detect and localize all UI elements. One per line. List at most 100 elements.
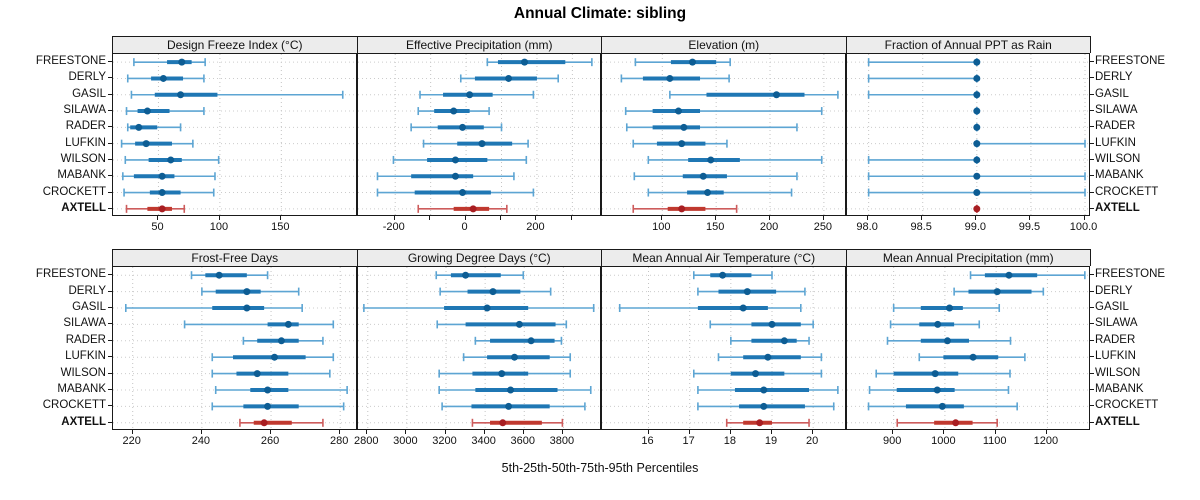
series-gasil	[602, 304, 845, 312]
median-dot	[764, 353, 772, 361]
series-gasil	[113, 90, 356, 99]
x-tick-label: 1000	[931, 435, 956, 447]
y-tick-right	[1090, 175, 1094, 177]
station-label-left: DERLY	[68, 71, 107, 84]
series-wilson	[602, 369, 845, 378]
x-tick-label: 250	[813, 221, 833, 233]
series-derly	[113, 74, 356, 83]
median-dot	[497, 370, 505, 378]
y-tick-right	[1090, 93, 1094, 95]
series-wilson	[113, 155, 356, 164]
median-dot	[159, 74, 167, 82]
series-crockett	[113, 188, 356, 197]
station-label-right: RADER	[1095, 333, 1136, 346]
median-dot	[678, 205, 686, 213]
y-tick-right	[1090, 274, 1094, 276]
series-freestone	[357, 58, 601, 67]
station-label-right: FREESTONE	[1095, 55, 1166, 68]
series-silawa	[846, 320, 1090, 329]
median-dot	[972, 189, 980, 197]
x-tick-label: 99.5	[1018, 221, 1041, 233]
x-tick	[200, 430, 202, 434]
median-dot	[465, 91, 473, 99]
gridlines	[892, 267, 1048, 429]
station-label-left: GASIL	[72, 301, 106, 313]
median-dot	[666, 74, 674, 82]
series-lufkin	[113, 353, 356, 362]
panel-header: Effective Precipitation (mm)	[356, 36, 602, 53]
series-lufkin	[602, 139, 845, 148]
series-rader	[357, 336, 601, 345]
series-mabank	[113, 172, 356, 181]
y-tick-left	[108, 77, 112, 79]
series-wilson	[357, 369, 601, 378]
median-dot	[243, 304, 251, 312]
station-label-left: CROCKETT	[42, 185, 106, 198]
station-label-left: LUFKIN	[65, 136, 106, 149]
y-tick-right	[1090, 290, 1094, 292]
series-freestone	[602, 271, 845, 280]
median-dot	[752, 370, 760, 378]
series-wilson	[846, 155, 1090, 164]
chart-title: Annual Climate: sibling	[513, 5, 687, 22]
series-mabank	[846, 172, 1090, 181]
median-dot	[135, 123, 143, 131]
median-dot	[993, 288, 1001, 296]
series-axtell	[357, 204, 601, 213]
x-tick-label: 98.0	[856, 221, 878, 233]
y-tick-left	[108, 175, 112, 177]
median-dot	[972, 140, 980, 148]
x-tick	[464, 216, 466, 220]
x-tick	[729, 430, 731, 434]
station-label-right: AXTELL	[1095, 201, 1140, 214]
y-tick-left	[108, 356, 112, 358]
median-dot	[972, 74, 980, 82]
median-dot	[520, 58, 528, 66]
y-tick-right	[1090, 405, 1094, 407]
y-tick-left	[108, 110, 112, 112]
series-derly	[846, 74, 1090, 83]
x-tick	[647, 430, 649, 434]
series-freestone	[602, 58, 845, 67]
y-tick-left	[108, 389, 112, 390]
x-tick	[393, 216, 395, 220]
y-tick-left	[108, 405, 112, 407]
median-dot	[504, 74, 512, 82]
median-dot	[972, 156, 980, 164]
series-rader	[113, 336, 356, 345]
station-label-right: DERLY	[1095, 71, 1133, 84]
series-wilson	[357, 155, 601, 164]
panel-plot	[845, 53, 1090, 216]
median-dot	[719, 271, 727, 279]
chart-caption: 5th-25th-50th-75th-95th Percentiles	[501, 461, 699, 475]
median-dot	[158, 205, 166, 213]
x-tick	[535, 216, 537, 220]
x-tick	[522, 430, 524, 434]
panel-plot	[112, 266, 357, 430]
series-lufkin	[357, 139, 601, 148]
median-dot	[143, 107, 151, 115]
series-mabank	[602, 172, 845, 181]
station-label-left: AXTELL	[61, 201, 106, 214]
y-tick-left	[108, 339, 112, 341]
x-tick	[812, 430, 814, 434]
series-derly	[357, 74, 601, 83]
y-tick-left	[108, 191, 112, 193]
series-lufkin	[846, 139, 1090, 148]
x-tick-label: 3200	[432, 435, 457, 447]
series-silawa	[357, 107, 601, 116]
y-tick-left	[108, 307, 112, 308]
x-tick	[429, 216, 431, 220]
median-dot	[972, 172, 980, 180]
median-dot	[469, 205, 477, 213]
panel-header: Growing Degree Days (°C)	[356, 249, 602, 266]
median-dot	[498, 419, 506, 427]
median-dot	[678, 140, 686, 148]
x-tick	[994, 430, 996, 434]
series-lufkin	[602, 353, 845, 362]
x-tick-label: 2800	[354, 435, 379, 447]
x-tick-label: 3600	[510, 435, 535, 447]
median-dot	[739, 304, 747, 312]
median-dot	[451, 172, 459, 180]
